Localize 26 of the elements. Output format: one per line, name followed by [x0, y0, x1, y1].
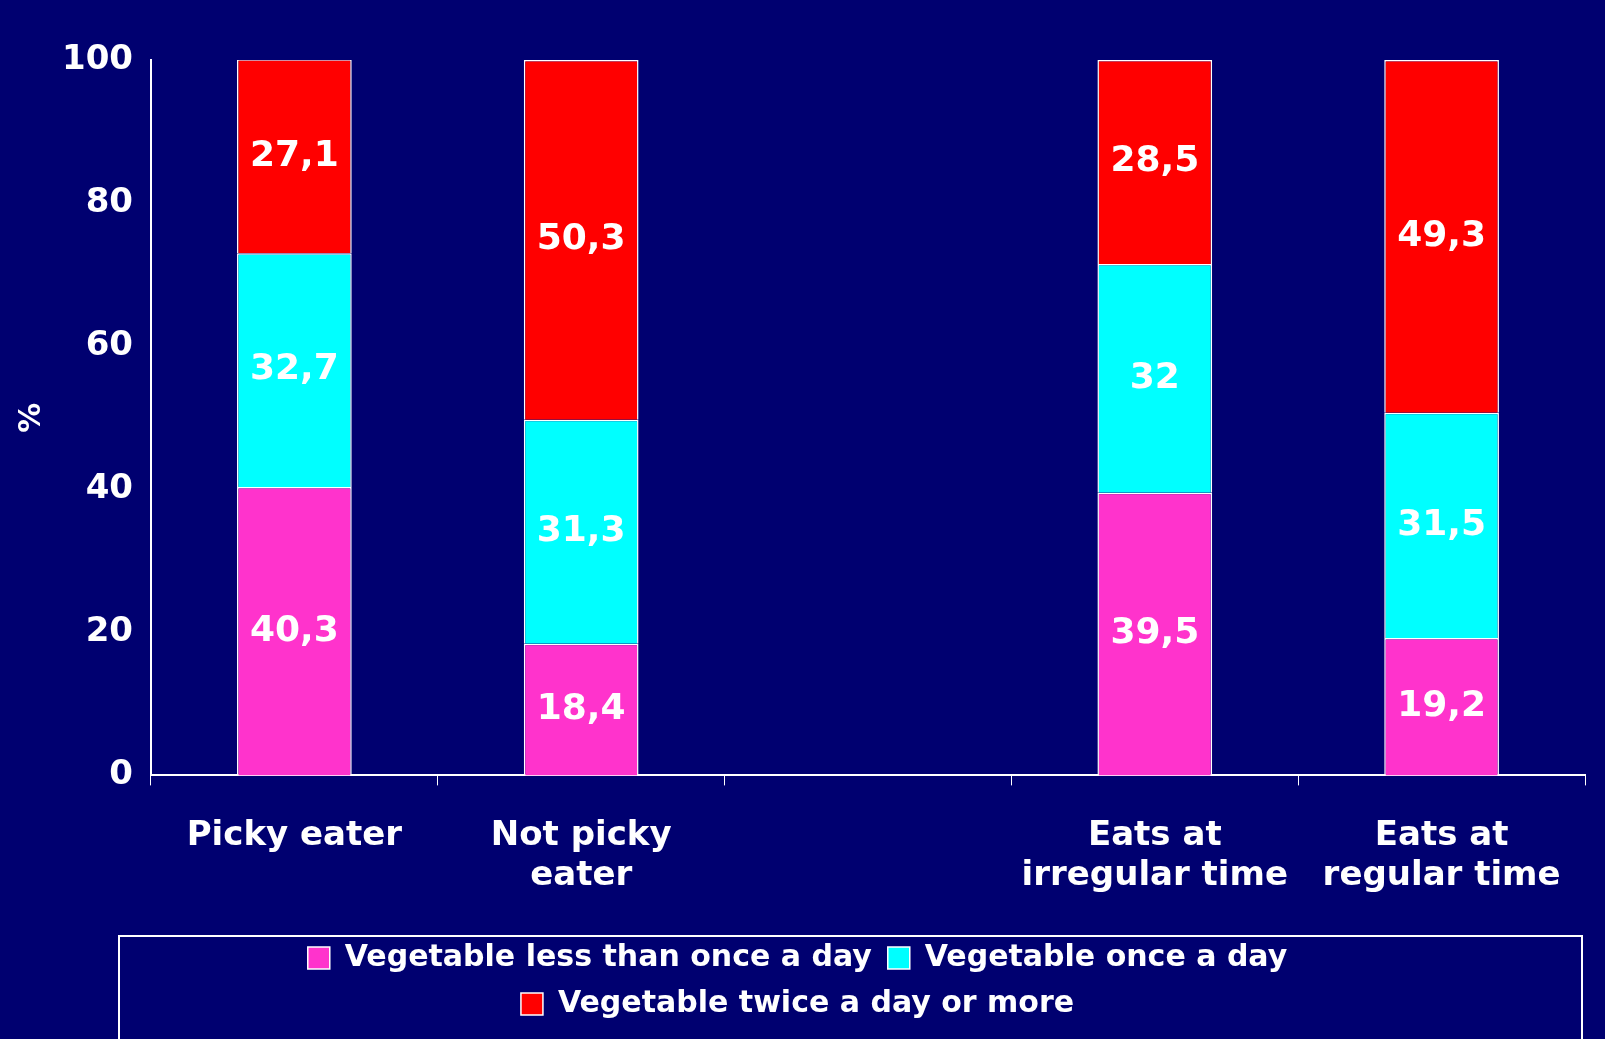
- data-label: 39,5: [1110, 610, 1200, 652]
- x-tick-label: Picky eater: [186, 812, 403, 853]
- x-tick-label: Eats at irregular time: [1021, 812, 1288, 894]
- y-tick-label: 0: [109, 752, 133, 793]
- data-label: 40,3: [249, 607, 339, 649]
- x-tick-label: Eats at regular time: [1322, 812, 1561, 894]
- y-tick-label: 40: [85, 466, 133, 507]
- data-label: 32: [1129, 354, 1180, 396]
- data-label: 32,7: [249, 346, 339, 388]
- data-label: 49,3: [1397, 212, 1487, 254]
- data-label: 50,3: [536, 216, 626, 258]
- legend-label: Vegetable twice a day or more: [557, 983, 1075, 1019]
- data-label: 31,3: [536, 508, 626, 550]
- data-label: 27,1: [249, 132, 339, 174]
- x-tick-label: Not picky eater: [490, 812, 672, 894]
- y-tick-label: 100: [61, 36, 133, 77]
- y-tick-label: 20: [85, 609, 133, 650]
- legend-label: Vegetable less than once a day: [344, 937, 873, 973]
- data-label: 31,5: [1397, 501, 1487, 543]
- y-axis-title: %: [11, 402, 47, 433]
- data-label: 28,5: [1110, 138, 1200, 180]
- data-label: 18,4: [536, 685, 626, 727]
- y-tick-label: 80: [85, 179, 133, 220]
- data-label: 19,2: [1397, 683, 1487, 725]
- legend-label: Vegetable once a day: [924, 937, 1288, 973]
- y-tick-label: 60: [85, 322, 133, 363]
